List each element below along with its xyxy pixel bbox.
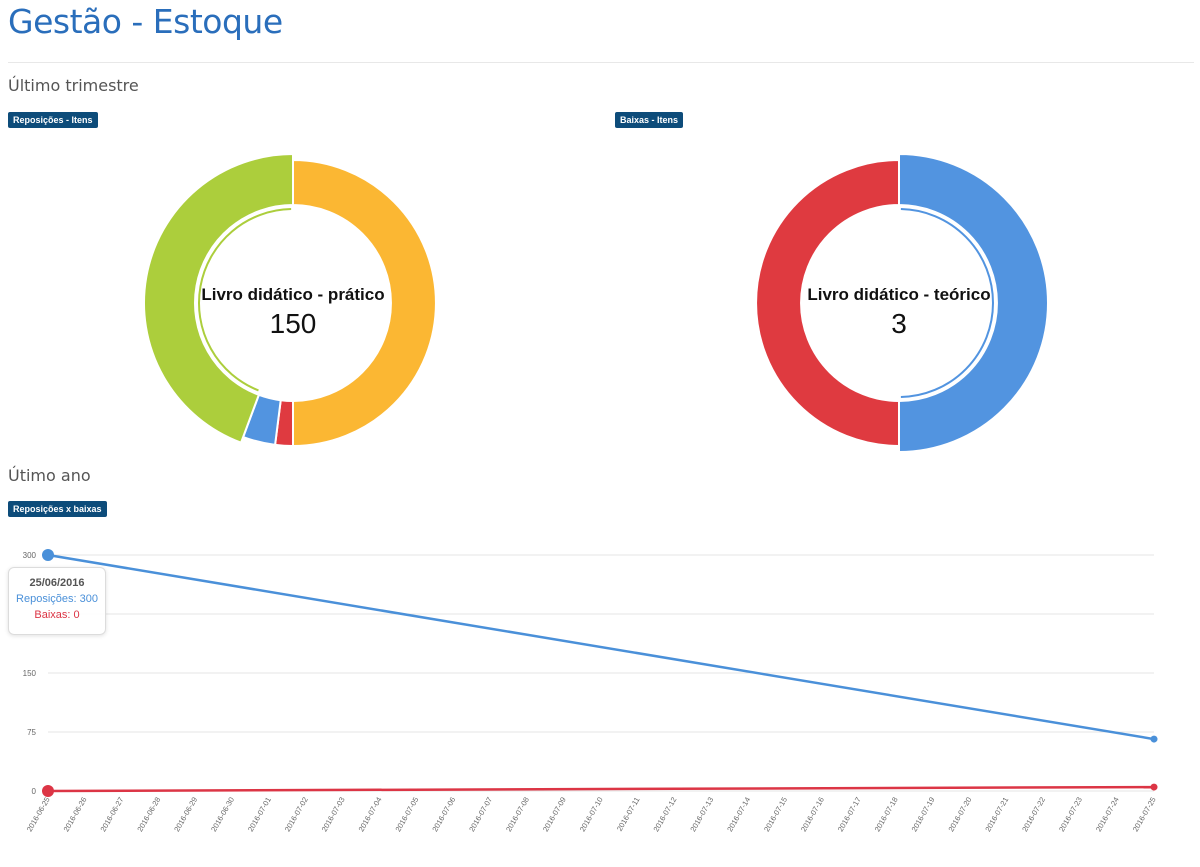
section-title-year: Útimo ano [8,466,91,485]
y-tick-label: 150 [23,669,37,678]
x-tick-label: 2016-07-15 [762,796,789,834]
y-tick-label: 0 [32,787,37,796]
x-tick-label: 2016-06-25 [25,796,52,834]
donut-center-label: Livro didático - prático [201,285,384,304]
donut-slice[interactable] [898,152,1049,454]
x-tick-label: 2016-07-18 [873,796,900,834]
data-point[interactable] [42,549,54,561]
x-tick-label: 2016-07-06 [430,796,457,834]
x-tick-label: 2016-07-14 [725,796,752,834]
badge-writeoff-items: Baixas - Itens [615,112,684,128]
x-tick-label: 2016-07-13 [688,796,715,834]
x-tick-label: 2016-06-30 [209,796,236,834]
donut-slice[interactable] [292,158,437,448]
page-title: Gestão - Estoque [8,2,283,41]
x-tick-label: 2016-07-21 [983,796,1010,834]
x-tick-label: 2016-06-29 [172,796,199,834]
x-tick-label: 2016-07-23 [1057,796,1084,834]
x-tick-label: 2016-07-05 [393,796,420,834]
x-tick-label: 2016-06-26 [62,796,89,834]
donut-center-value: 150 [270,308,317,339]
x-tick-label: 2016-07-24 [1094,796,1121,834]
x-tick-label: 2016-06-27 [98,796,125,834]
y-tick-label: 75 [27,728,36,737]
x-tick-label: 2016-07-02 [283,796,310,834]
title-divider [8,62,1194,63]
x-tick-label: 2016-07-07 [467,796,494,834]
donut-slice[interactable] [143,152,294,444]
line-chart-replenishment-vs-writeoffs[interactable]: 0 75 150 300 2016-06-25 2016-06-26 2016-06-27… [23,549,1158,833]
x-tick-label: 2016-07-04 [357,796,384,834]
donut-center-label: Livro didático - teórico [807,285,990,304]
tooltip-writeoffs: Baixas: 0 [34,609,80,621]
data-point[interactable] [1150,783,1158,791]
badge-replenishment-items: Reposições - Itens [8,112,98,128]
section-title-quarter: Último trimestre [8,76,139,95]
series-line[interactable] [47,553,1155,741]
donut-slice[interactable] [755,158,900,448]
data-point[interactable] [1150,735,1158,743]
data-point[interactable] [42,785,54,797]
x-tick-label: 2016-07-17 [836,796,863,834]
x-tick-label: 2016-07-11 [615,796,642,833]
x-tick-label: 2016-07-16 [799,796,826,834]
donut-chart-practical[interactable]: Livro didático - prático 150 [143,152,437,448]
y-tick-label: 300 [23,551,37,560]
x-tick-label: 2016-07-10 [578,796,605,834]
donut-center-value: 3 [891,308,907,339]
donut-chart-theoretical[interactable]: Livro didático - teórico 3 [755,152,1049,454]
x-tick-label: 2016-07-20 [946,796,973,834]
tooltip-date: 25/06/2016 [29,577,85,589]
x-tick-label: 2016-07-22 [1020,796,1047,834]
chart-tooltip: 25/06/2016 Reposições: 300 Baixas: 0 [8,567,106,635]
donut-slice-highlight [198,208,292,392]
series-line[interactable] [47,785,1155,793]
donut-slice-highlight [900,208,994,398]
x-tick-label: 2016-07-03 [320,796,347,834]
badge-line-chart: Reposições x baixas [8,501,107,517]
x-tick-label: 2016-07-12 [651,796,678,834]
x-tick-label: 2016-07-01 [246,796,273,834]
x-tick-label: 2016-06-28 [135,796,162,834]
x-tick-label: 2016-07-19 [910,796,937,834]
x-tick-label: 2016-07-25 [1131,796,1158,834]
x-tick-label: 2016-07-09 [541,796,568,834]
x-tick-label: 2016-07-08 [504,796,531,834]
tooltip-replenishment: Reposições: 300 [16,593,98,605]
